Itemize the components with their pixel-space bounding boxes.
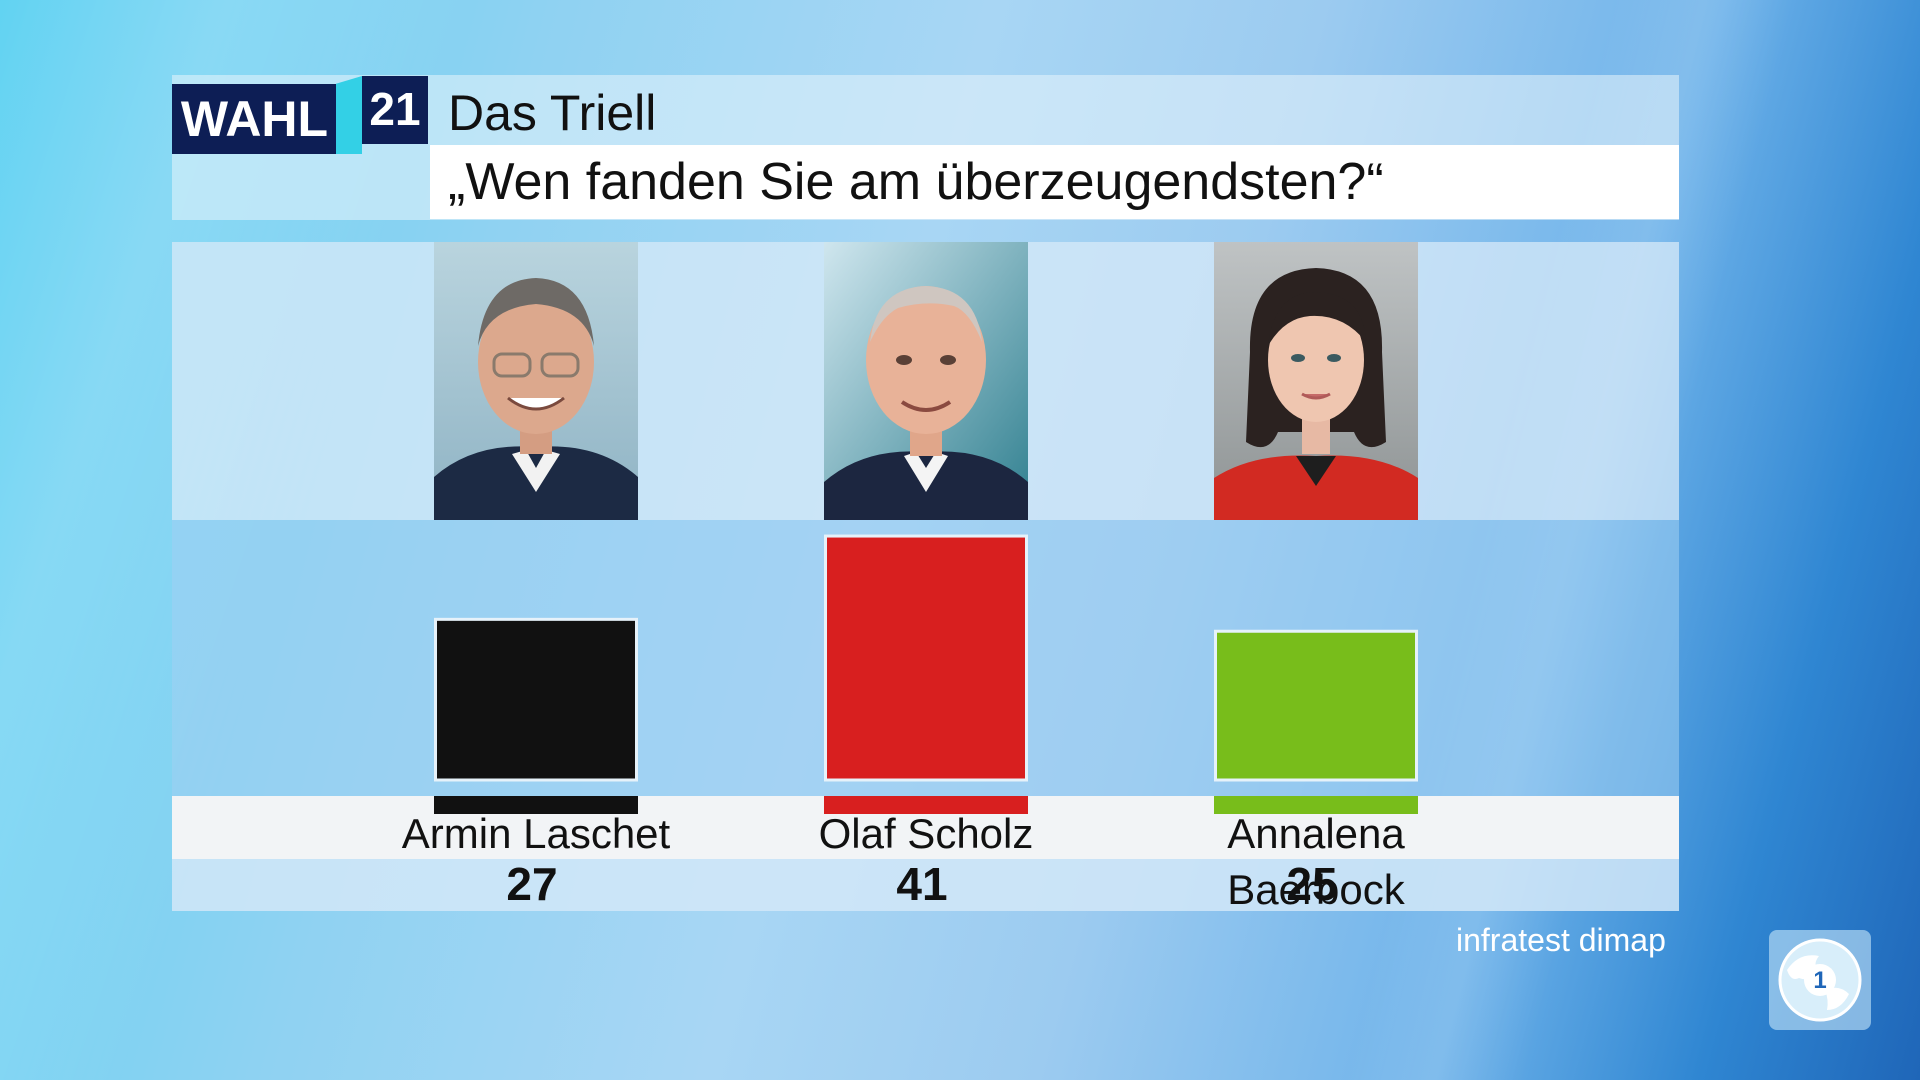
wahl-logo-number: 21 xyxy=(362,76,428,144)
category-label-armin-laschet: Armin Laschet xyxy=(401,810,671,857)
svg-text:1: 1 xyxy=(1813,967,1826,994)
chart-question: „Wen fanden Sie am überzeugendsten?“ xyxy=(448,153,1384,211)
wahl-logo-accent xyxy=(336,76,362,154)
chart-title: Das Triell xyxy=(448,85,657,141)
category-label-annalena-baerbock: Annalena Baerbock xyxy=(1227,810,1405,913)
wahl-logo: WAHL xyxy=(172,84,337,154)
value-label-band xyxy=(172,859,1679,911)
category-label-olaf-scholz: Olaf Scholz xyxy=(818,810,1034,857)
bar-base-olaf-scholz xyxy=(824,796,1028,814)
photo-annalena-baerbock xyxy=(1214,242,1418,520)
value-label-olaf-scholz: 41 xyxy=(896,858,948,910)
ard-globe-icon: 1 xyxy=(1769,930,1871,1030)
value-label-annalena-baerbock: 25 xyxy=(1286,858,1338,910)
bar-base-annalena-baerbock xyxy=(1214,796,1418,814)
bar-base-armin-laschet xyxy=(434,796,638,814)
photo-armin-laschet xyxy=(434,242,638,520)
photo-olaf-scholz xyxy=(824,242,1028,520)
value-label-armin-laschet: 27 xyxy=(506,858,558,910)
source-credit: infratest dimap xyxy=(1456,922,1666,958)
bar-band xyxy=(172,520,1679,796)
question-box xyxy=(430,145,1679,219)
